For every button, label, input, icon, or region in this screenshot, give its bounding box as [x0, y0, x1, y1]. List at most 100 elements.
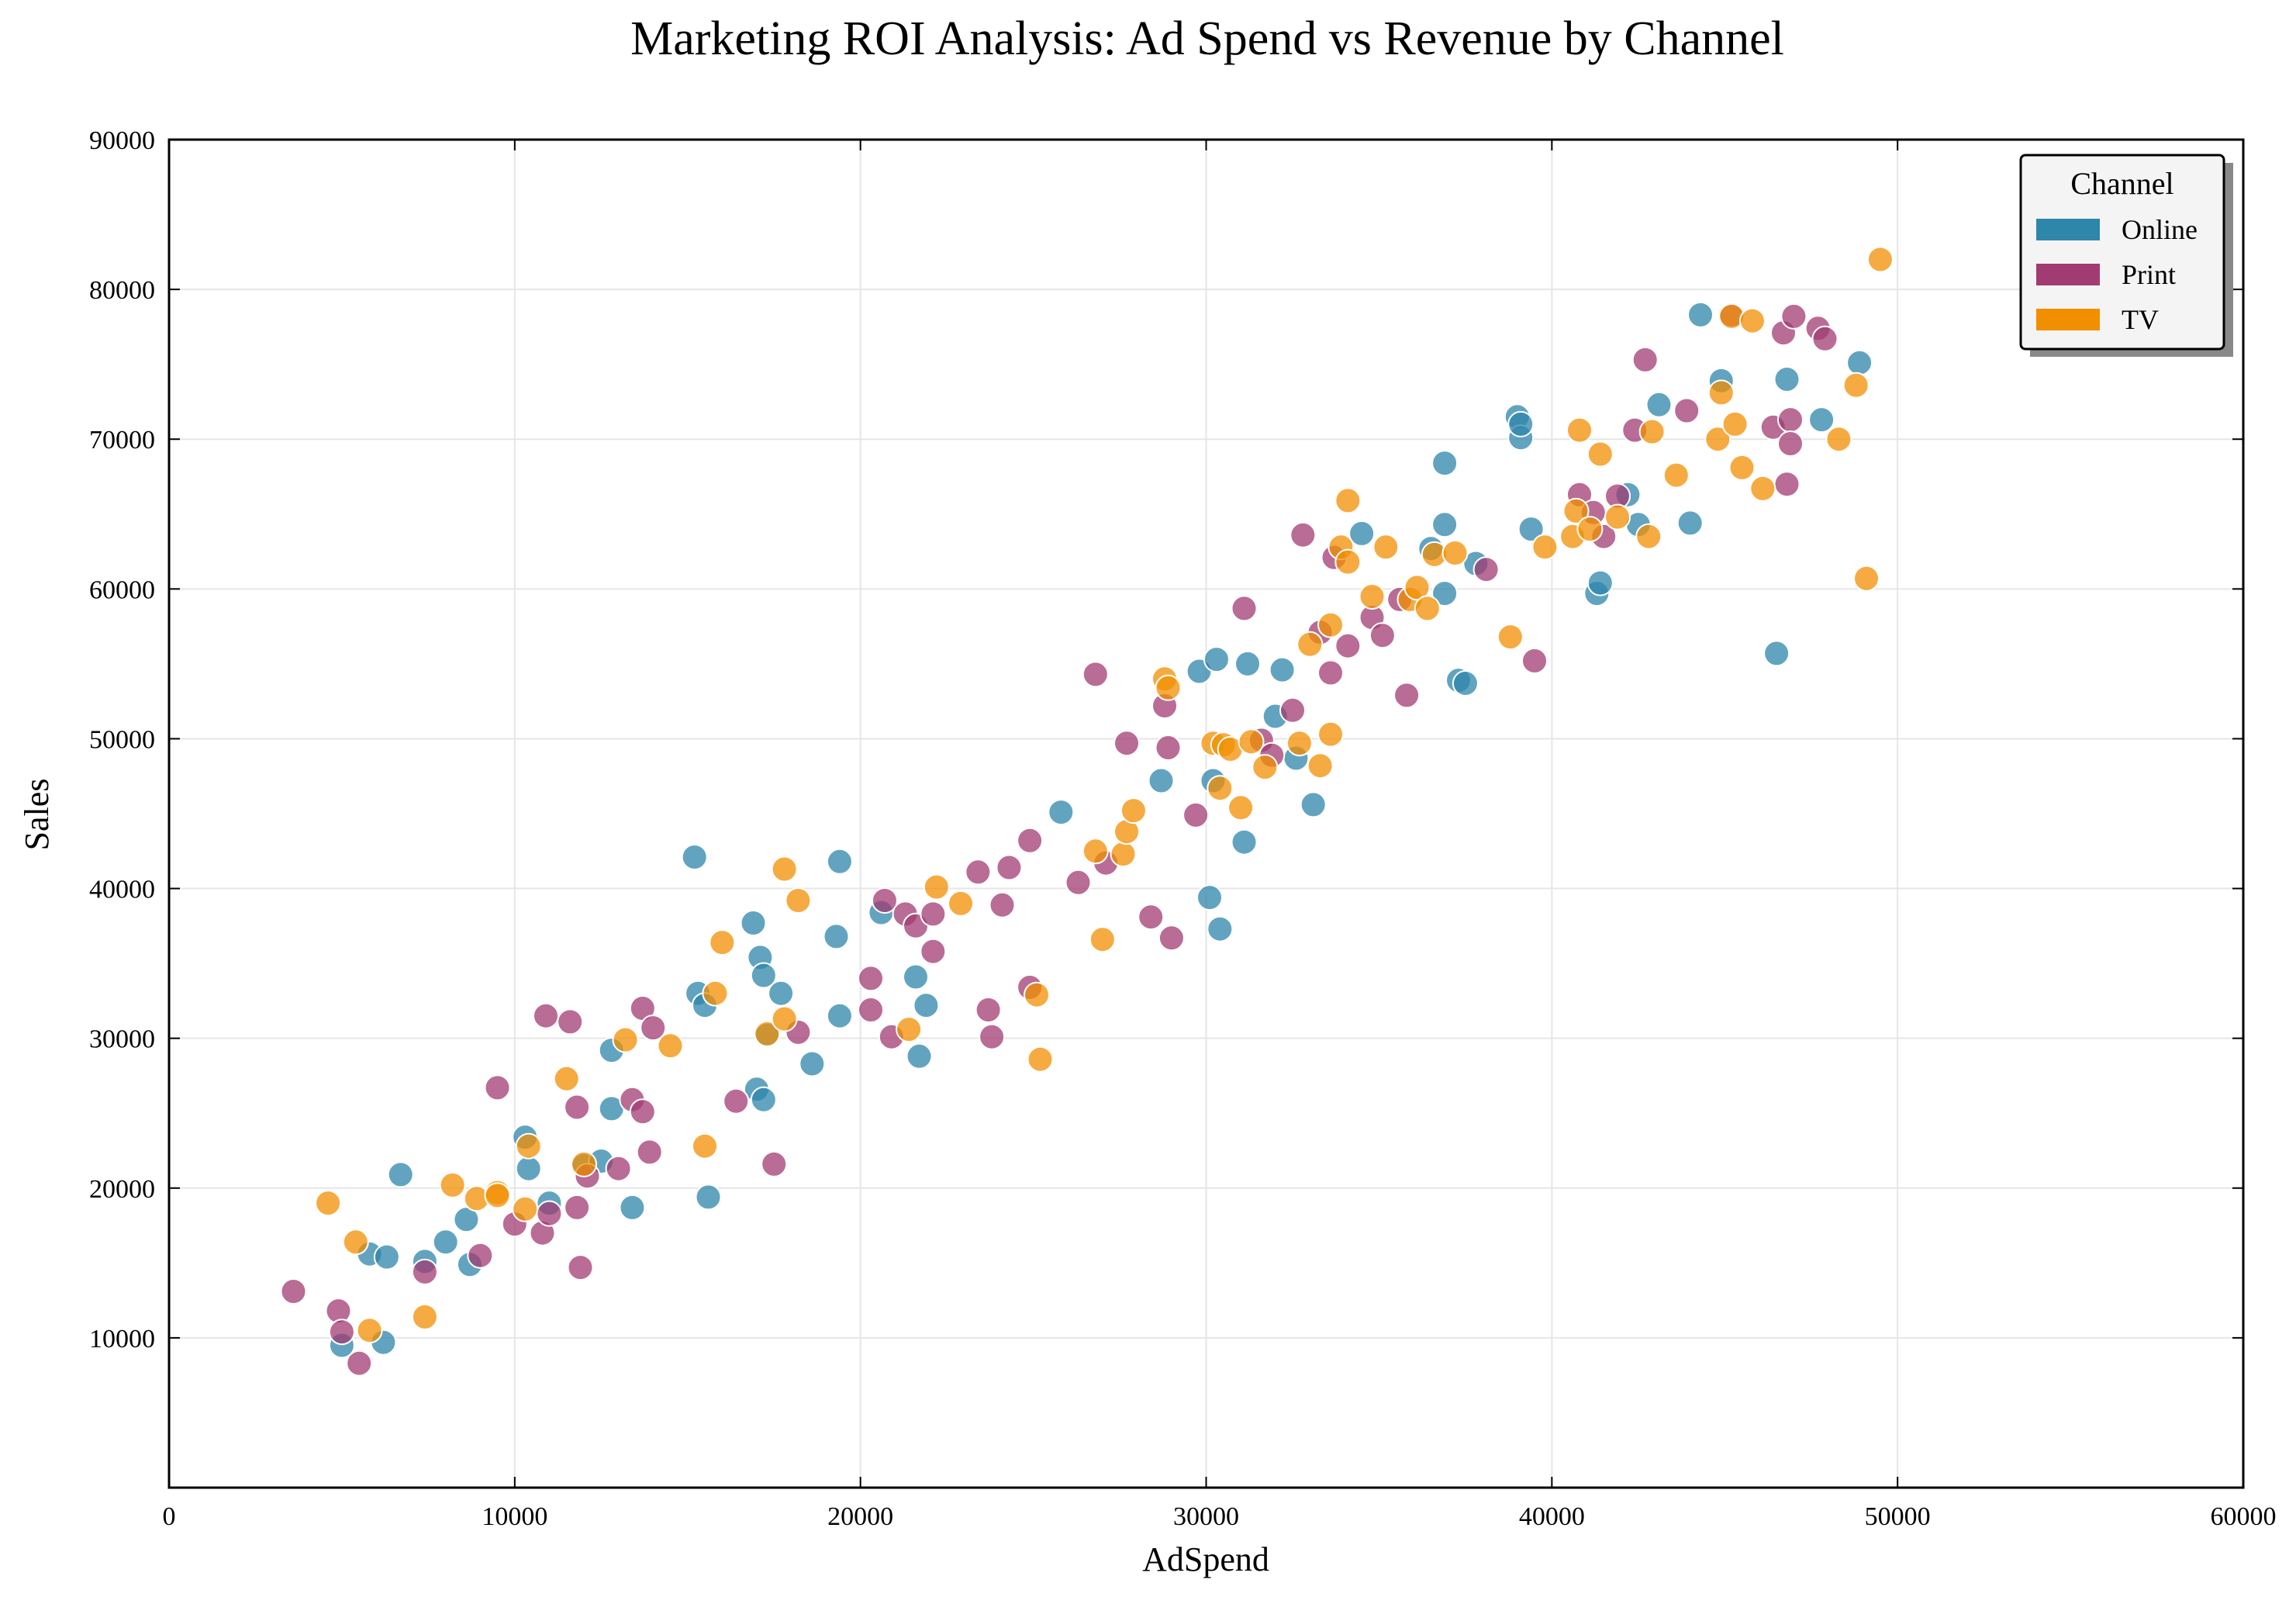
point-tv: [1707, 379, 1735, 406]
point-print: [989, 891, 1016, 918]
legend-label-print: Print: [2122, 259, 2176, 290]
point-tv: [1110, 841, 1137, 868]
point-print: [280, 1278, 307, 1305]
point-tv: [1576, 516, 1604, 543]
point-tv: [612, 1026, 639, 1053]
point-print: [533, 1002, 559, 1029]
x-tick-label: 20000: [827, 1502, 893, 1531]
x-tick-label: 50000: [1865, 1502, 1931, 1531]
point-online: [432, 1229, 459, 1256]
point-tv: [1024, 981, 1050, 1008]
point-print: [1673, 397, 1700, 424]
point-print: [1317, 659, 1344, 686]
point-print: [1279, 697, 1306, 724]
point-tv: [702, 980, 729, 1007]
point-tv: [1728, 454, 1756, 481]
point-online: [1431, 511, 1459, 538]
point-print: [1473, 556, 1500, 583]
point-print: [411, 1258, 438, 1285]
point-online: [1196, 884, 1223, 911]
point-print: [536, 1200, 563, 1227]
point-tv: [484, 1182, 511, 1209]
point-online: [1645, 391, 1673, 418]
point-online: [1763, 640, 1790, 667]
point-print: [979, 1023, 1006, 1050]
point-print: [346, 1350, 373, 1377]
point-tv: [1566, 417, 1593, 444]
point-tv: [1704, 426, 1731, 453]
point-print: [1065, 869, 1092, 896]
point-online: [799, 1050, 826, 1077]
point-print: [920, 938, 947, 965]
point-tv: [1317, 611, 1344, 638]
point-print: [1777, 406, 1804, 434]
y-tick-label: 20000: [89, 1175, 155, 1204]
axis-ticks: 0 10000 20000 30000 40000 50000 60000 10000 2000…: [89, 126, 2277, 1531]
point-online: [1048, 799, 1075, 826]
y-tick-label: 40000: [89, 876, 155, 904]
point-tv: [1825, 426, 1852, 453]
gridlines: [168, 139, 2244, 1488]
point-online: [1517, 516, 1545, 543]
point-tv: [1866, 246, 1894, 273]
point-tv: [785, 887, 812, 914]
point-online: [750, 1086, 777, 1113]
point-online: [1348, 520, 1376, 547]
point-tv: [771, 856, 798, 883]
point-print: [1334, 632, 1362, 659]
point-tv: [315, 1190, 342, 1217]
point-tv: [1562, 497, 1590, 524]
point-tv: [342, 1229, 369, 1256]
x-tick-label: 60000: [2211, 1502, 2277, 1531]
point-print: [564, 1094, 591, 1121]
point-tv: [754, 1020, 781, 1047]
point-print: [636, 1139, 663, 1166]
point-print: [975, 997, 1002, 1023]
point-print: [1138, 904, 1165, 931]
legend-swatch-print: [2036, 264, 2100, 285]
point-print: [1183, 801, 1210, 828]
point-online: [1676, 510, 1704, 537]
point-print: [996, 854, 1023, 881]
point-online: [1431, 580, 1459, 607]
point-online: [695, 1184, 722, 1211]
point-tv: [1238, 728, 1265, 755]
point-tv: [1853, 565, 1880, 592]
point-tv: [1334, 487, 1362, 514]
point-tv: [1638, 418, 1666, 445]
point-online: [823, 923, 850, 950]
point-tv: [1586, 441, 1614, 468]
point-tv: [1441, 540, 1469, 566]
point-tv: [1286, 730, 1313, 757]
point-tv: [771, 1005, 798, 1032]
point-tv: [439, 1171, 466, 1198]
point-tv: [709, 929, 736, 956]
point-print: [1780, 302, 1807, 330]
legend-swatch-online: [2036, 219, 2100, 240]
point-tv: [1531, 534, 1559, 561]
point-online: [1808, 406, 1835, 434]
point-print: [858, 965, 884, 992]
point-online: [1207, 915, 1234, 942]
point-print: [920, 900, 947, 928]
point-print: [1158, 925, 1185, 952]
y-tick-label: 90000: [89, 126, 155, 155]
point-tv: [515, 1132, 542, 1160]
point-tv: [1662, 461, 1690, 489]
point-tv: [1082, 838, 1109, 865]
point-print: [1777, 430, 1804, 457]
point-print: [557, 1008, 584, 1035]
point-tv: [1307, 752, 1334, 779]
point-tv: [1227, 794, 1255, 821]
point-online: [1431, 450, 1459, 477]
legend-box: [2019, 154, 2225, 351]
point-online: [1846, 349, 1873, 376]
point-tv: [1089, 926, 1116, 953]
y-tick-label: 10000: [89, 1325, 155, 1353]
point-print: [965, 859, 992, 886]
point-online: [453, 1206, 480, 1233]
point-online: [903, 963, 929, 990]
point-tv: [1403, 574, 1431, 601]
y-tick-label: 60000: [89, 576, 155, 604]
